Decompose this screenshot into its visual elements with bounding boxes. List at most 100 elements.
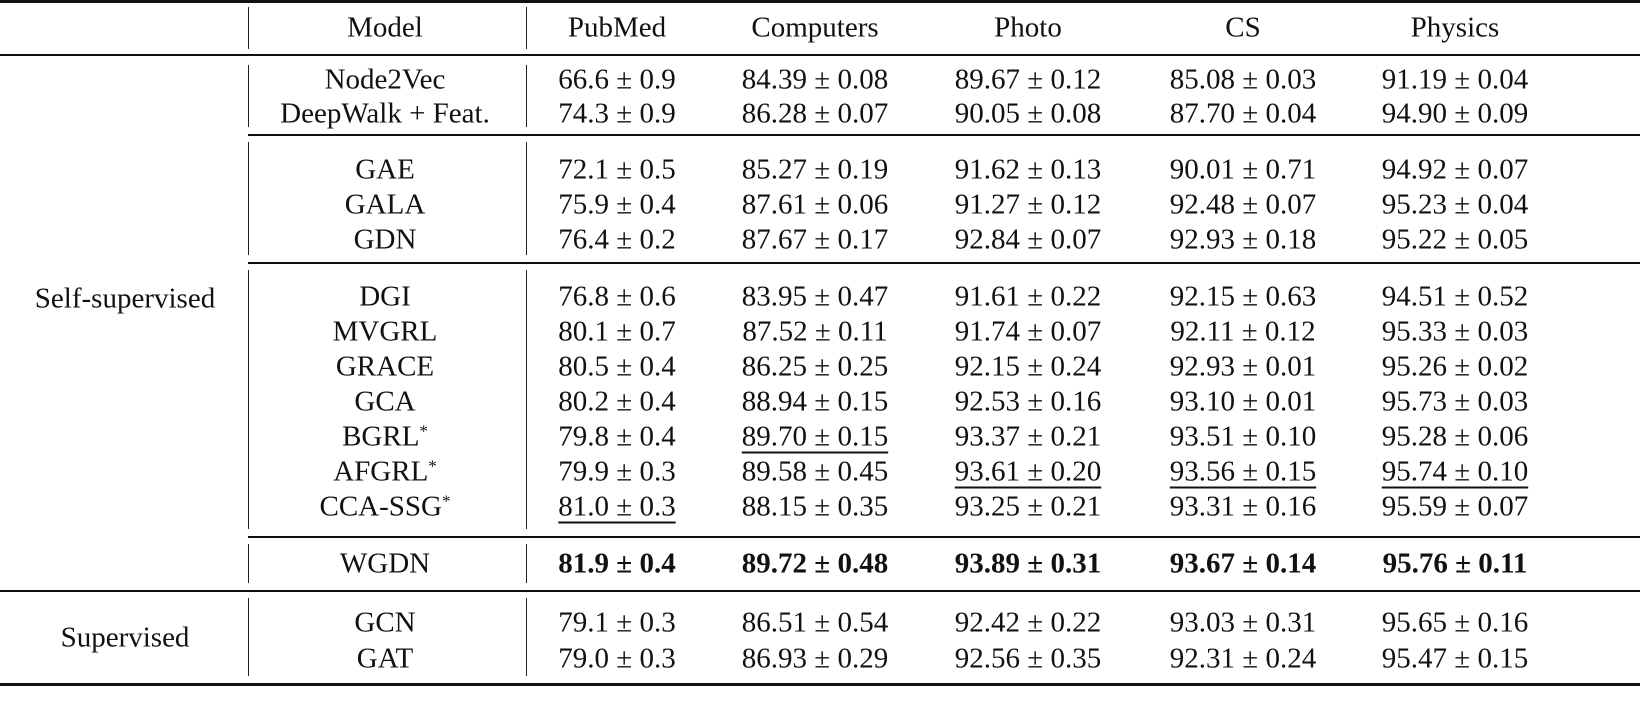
score-cell: 89.70 ± 0.15 (741, 420, 889, 453)
column-divider (526, 65, 528, 127)
column-divider (248, 65, 250, 127)
score-cell: 79.8 ± 0.4 (558, 420, 676, 453)
header-divider (526, 7, 528, 49)
column-divider (526, 270, 528, 529)
score-cell: 85.27 ± 0.19 (741, 153, 889, 186)
score-cell: 86.28 ± 0.07 (741, 97, 889, 130)
score-cell: 93.67 ± 0.14 (1169, 547, 1317, 580)
model-label: CCA-SSG (319, 490, 443, 523)
score-cell: 79.1 ± 0.3 (558, 606, 676, 639)
header-cs: CS (1225, 11, 1261, 44)
score-cell: 95.23 ± 0.04 (1381, 188, 1529, 221)
header-computers: Computers (751, 11, 879, 44)
model-name: BGRL* (342, 422, 428, 452)
score-cell: 92.42 ± 0.22 (954, 606, 1102, 639)
score-cell: 79.9 ± 0.3 (558, 455, 676, 488)
score-cell: 87.70 ± 0.04 (1169, 97, 1317, 130)
column-divider (248, 270, 250, 529)
model-name: GDN (353, 223, 417, 256)
score-cell: 95.73 ± 0.03 (1381, 385, 1529, 418)
score-cell: 92.48 ± 0.07 (1169, 188, 1317, 221)
model-name: AFGRL* (333, 456, 437, 487)
score-cell: 95.59 ± 0.07 (1381, 490, 1529, 523)
header-model: Model (347, 11, 423, 44)
score-cell: 92.15 ± 0.63 (1169, 280, 1317, 313)
header-photo: Photo (994, 11, 1062, 44)
model-name: CCA-SSG* (319, 490, 451, 523)
score-cell: 93.56 ± 0.15 (1169, 455, 1317, 488)
score-cell: 87.52 ± 0.11 (742, 315, 888, 348)
model-name: GAT (356, 642, 414, 675)
header-rule (0, 54, 1640, 56)
score-cell: 86.51 ± 0.54 (741, 606, 889, 639)
model-label: DGI (359, 280, 411, 313)
score-cell: 91.74 ± 0.07 (954, 315, 1102, 348)
score-cell: 90.05 ± 0.08 (954, 97, 1102, 130)
score-cell: 92.93 ± 0.18 (1169, 223, 1317, 256)
score-cell: 92.56 ± 0.35 (954, 642, 1102, 675)
score-cell: 76.8 ± 0.6 (558, 280, 676, 313)
model-name: GCN (354, 608, 415, 638)
score-cell: 89.72 ± 0.48 (741, 547, 889, 580)
reproduced-marker: * (428, 456, 437, 476)
score-cell: 88.15 ± 0.35 (741, 490, 889, 523)
bottom-rule (0, 683, 1640, 686)
score-cell: 74.3 ± 0.9 (558, 97, 676, 130)
score-cell: 83.95 ± 0.47 (741, 280, 889, 313)
model-label: GAT (356, 642, 414, 675)
score-cell: 80.5 ± 0.4 (558, 350, 676, 383)
score-cell: 94.90 ± 0.09 (1381, 97, 1529, 130)
score-cell: 92.31 ± 0.24 (1169, 642, 1317, 675)
score-cell: 72.1 ± 0.5 (558, 153, 676, 186)
column-divider (248, 598, 250, 676)
header-physics: Physics (1410, 11, 1500, 44)
score-cell: 95.26 ± 0.02 (1381, 350, 1529, 383)
model-label: WGDN (339, 547, 431, 580)
score-cell: 81.9 ± 0.4 (558, 547, 676, 580)
section-rule (248, 262, 1640, 264)
model-label: MVGRL (332, 315, 438, 348)
score-cell: 86.25 ± 0.25 (741, 350, 889, 383)
score-cell: 92.11 ± 0.12 (1170, 315, 1316, 348)
model-name: DGI (359, 280, 411, 313)
reproduced-marker: * (442, 491, 451, 511)
score-cell: 89.58 ± 0.45 (741, 455, 889, 488)
model-label: GCA (354, 385, 416, 418)
score-cell: 85.08 ± 0.03 (1169, 63, 1317, 96)
score-cell: 87.67 ± 0.17 (741, 223, 889, 256)
column-divider (526, 598, 528, 676)
score-cell: 76.4 ± 0.2 (558, 223, 676, 256)
score-cell: 95.22 ± 0.05 (1381, 223, 1529, 256)
group-label-supervised: Supervised (60, 621, 190, 654)
score-cell: 75.9 ± 0.4 (558, 188, 676, 221)
model-name: GCA (354, 385, 416, 418)
model-label: Node2Vec (324, 63, 446, 96)
score-cell: 89.67 ± 0.12 (954, 63, 1102, 96)
score-cell: 93.89 ± 0.31 (954, 547, 1102, 580)
score-cell: 95.74 ± 0.10 (1381, 455, 1529, 488)
score-cell: 90.01 ± 0.71 (1169, 153, 1317, 186)
model-label: GRACE (335, 350, 435, 383)
column-divider (526, 142, 528, 255)
score-cell: 80.2 ± 0.4 (558, 385, 676, 418)
model-name: GALA (344, 188, 426, 221)
score-cell: 95.65 ± 0.16 (1381, 606, 1529, 639)
score-cell: 93.31 ± 0.16 (1169, 490, 1317, 523)
score-cell: 91.19 ± 0.04 (1381, 63, 1529, 96)
score-cell: 81.0 ± 0.3 (558, 490, 676, 523)
score-cell: 91.61 ± 0.22 (954, 280, 1102, 313)
score-cell: 66.6 ± 0.9 (558, 63, 676, 96)
score-cell: 84.39 ± 0.08 (741, 63, 889, 96)
score-cell: 95.28 ± 0.06 (1381, 420, 1529, 453)
score-cell: 95.33 ± 0.03 (1381, 315, 1529, 348)
score-cell: 88.94 ± 0.15 (741, 385, 889, 418)
section-rule (248, 536, 1640, 538)
score-cell: 95.47 ± 0.15 (1381, 642, 1529, 675)
model-label: DeepWalk + Feat. (280, 97, 490, 130)
model-label: GDN (353, 223, 417, 256)
section-rule (248, 134, 1640, 136)
model-label: GALA (344, 188, 426, 221)
group-label-self-supervised: Self-supervised (34, 282, 216, 315)
model-label: GAE (355, 153, 415, 186)
